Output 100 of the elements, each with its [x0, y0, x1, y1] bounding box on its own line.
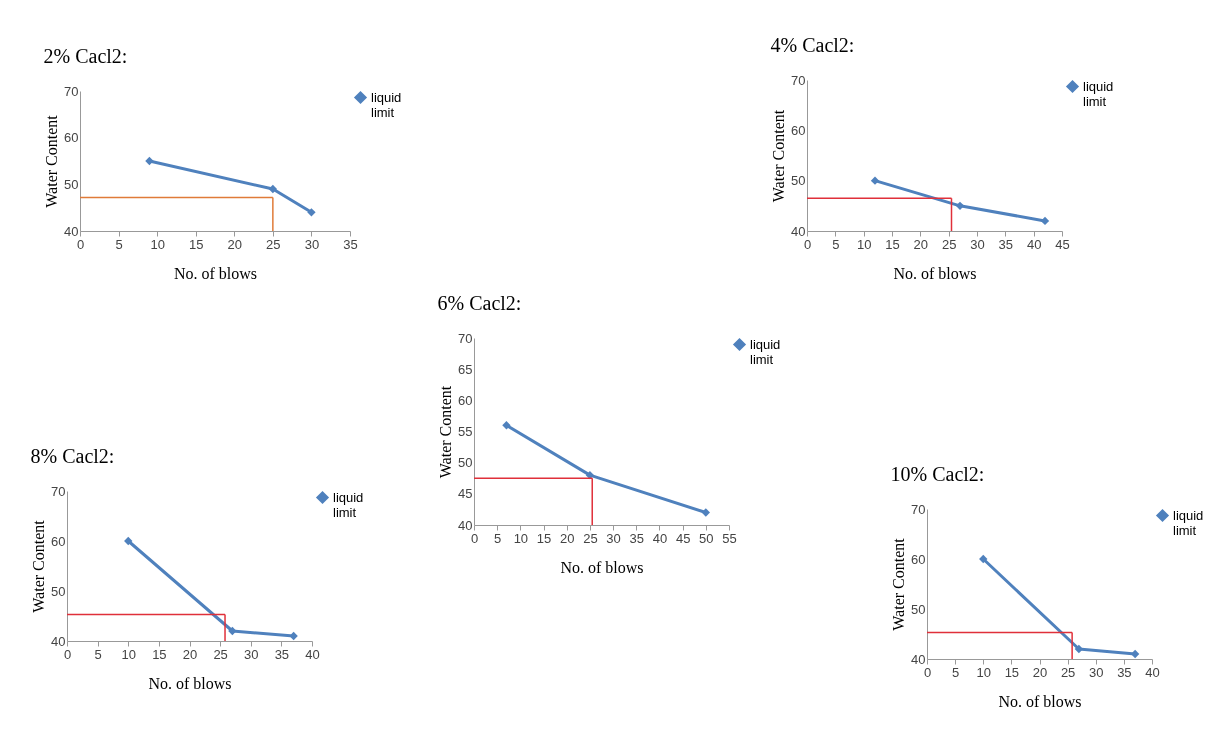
x-tick-label: 15: [536, 530, 552, 546]
x-tick-label: 30: [1089, 664, 1104, 680]
y-tick-label: 60: [458, 392, 473, 408]
x-tick-label: 5: [115, 236, 123, 252]
y-tick-label: 60: [791, 122, 806, 138]
y-tick-label: 70: [911, 501, 926, 517]
x-tick-label: 5: [94, 646, 102, 662]
y-tick-label: 70: [64, 83, 79, 99]
x-tick-label: 35: [998, 236, 1014, 252]
y-tick-label: 70: [51, 483, 66, 499]
x-tick-label: 15: [885, 236, 900, 252]
y-tick-label: 50: [791, 173, 806, 189]
y-tick-label: 60: [911, 551, 926, 567]
x-tick-label: 10: [976, 664, 991, 680]
x-tick-label: 40: [305, 646, 320, 662]
y-tick-label: 40: [458, 517, 473, 533]
y-tick-label: 50: [911, 601, 926, 617]
x-tick-label: 40: [1026, 236, 1042, 252]
y-tick-label: 50: [51, 583, 66, 599]
y-tick-label: 40: [51, 633, 66, 649]
point: [289, 631, 298, 641]
chart-title: 4% Cacl2:: [770, 34, 855, 56]
x-tick-label: 35: [343, 236, 358, 252]
x-axis-title: No. of blows: [560, 558, 644, 576]
y-tick-label: 45: [458, 486, 473, 502]
chart-title: 10% Cacl2:: [890, 463, 985, 485]
x-tick-label: 30: [244, 646, 259, 662]
point: [307, 208, 316, 217]
x-tick-label: 25: [941, 236, 957, 252]
point: [145, 156, 154, 166]
x-tick-label: 20: [913, 236, 929, 252]
y-axis-title: Water Content: [770, 109, 788, 203]
y-axis-title: Water Content: [30, 519, 48, 613]
point: [228, 626, 237, 636]
x-tick-label: 5: [832, 236, 840, 252]
y-tick-label: 40: [791, 223, 806, 239]
legend-label: liquid limit: [1173, 507, 1204, 538]
x-tick-label: 45: [675, 530, 691, 546]
point: [870, 176, 880, 185]
x-tick-label: 35: [274, 646, 290, 662]
point: [1040, 216, 1050, 226]
x-tick-label: 45: [1055, 236, 1070, 252]
legend-label: liquid limit: [333, 489, 364, 520]
y-axis-title: Water Content: [890, 537, 908, 631]
y-tick-label: 65: [458, 361, 473, 377]
x-tick-label: 25: [213, 646, 228, 662]
point: [585, 470, 595, 480]
point: [268, 184, 278, 194]
x-tick-label: 50: [699, 530, 714, 546]
x-tick-label: 0: [76, 236, 85, 252]
x-tick-label: 20: [559, 530, 575, 546]
legend-label: liquid limit: [1083, 78, 1114, 109]
point: [124, 536, 133, 546]
x-tick-label: 55: [722, 530, 737, 546]
chart-title: 8% Cacl2:: [30, 445, 115, 467]
x-tick-label: 0: [470, 530, 479, 546]
x-tick-label: 40: [652, 530, 668, 546]
x-tick-label: 30: [970, 236, 985, 252]
y-axis-title: Water Content: [43, 114, 61, 208]
x-tick-label: 0: [63, 646, 72, 662]
x-tick-label: 5: [952, 664, 960, 680]
legend-label: liquid limit: [371, 89, 402, 120]
x-tick-label: 25: [1060, 664, 1076, 680]
x-axis-title: No. of blows: [173, 264, 258, 282]
chart-title: 6% Cacl2:: [437, 292, 522, 314]
x-tick-label: 35: [629, 530, 645, 546]
x-tick-label: 30: [304, 236, 320, 252]
x-tick-label: 15: [188, 236, 204, 252]
y-tick-label: 50: [64, 176, 79, 192]
x-tick-label: 25: [266, 236, 281, 252]
y-tick-label: 60: [64, 130, 79, 146]
x-axis-title: No. of blows: [998, 692, 1082, 710]
chart-title: 2% Cacl2:: [43, 45, 128, 67]
point: [979, 554, 988, 564]
legend-label: liquid limit: [750, 336, 781, 367]
y-tick-label: 40: [64, 223, 79, 239]
x-tick-label: 15: [152, 646, 167, 662]
x-tick-label: 30: [606, 530, 621, 546]
x-tick-label: 25: [583, 530, 598, 546]
x-tick-label: 0: [923, 664, 932, 680]
x-tick-label: 20: [182, 646, 198, 662]
x-tick-label: 20: [227, 236, 243, 252]
x-tick-label: 10: [856, 236, 872, 252]
x-tick-label: 10: [150, 236, 165, 252]
y-tick-label: 55: [458, 424, 473, 439]
y-tick-label: 70: [458, 330, 473, 346]
x-tick-label: 20: [1032, 664, 1048, 680]
y-tick-label: 50: [458, 455, 473, 471]
point: [701, 508, 710, 517]
x-tick-label: 35: [1117, 664, 1132, 680]
x-tick-label: 15: [1004, 664, 1020, 680]
x-axis-title: No. of blows: [148, 674, 232, 692]
x-tick-label: 5: [494, 530, 502, 546]
x-tick-label: 10: [121, 646, 136, 662]
point: [502, 421, 511, 430]
x-tick-label: 10: [513, 530, 529, 546]
y-tick-label: 70: [791, 72, 806, 88]
y-tick-label: 60: [51, 533, 66, 549]
x-tick-label: 0: [803, 236, 812, 252]
y-axis-title: Water Content: [437, 385, 455, 479]
